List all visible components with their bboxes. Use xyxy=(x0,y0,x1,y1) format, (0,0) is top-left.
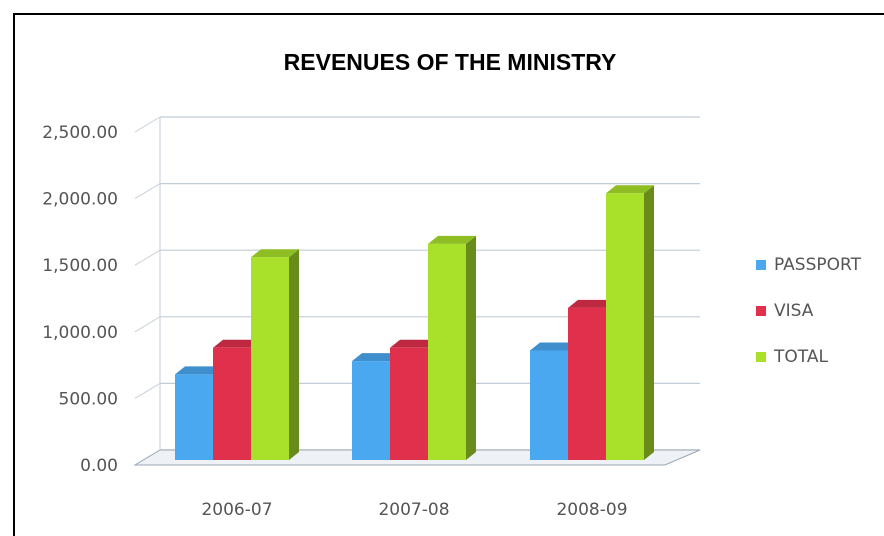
bar xyxy=(428,235,476,460)
chart-bars xyxy=(175,185,654,460)
x-tick-label: 2006-07 xyxy=(201,500,272,520)
x-tick-label: 2007-08 xyxy=(378,500,449,520)
bar xyxy=(251,249,299,460)
y-tick-label: 2,000.00 xyxy=(42,190,118,210)
legend-swatch xyxy=(756,260,766,270)
legend-label: TOTAL xyxy=(773,347,828,367)
legend-label: VISA xyxy=(774,301,814,321)
bar-top xyxy=(213,339,261,348)
y-tick-label: 2,500.00 xyxy=(42,123,118,143)
bar-top xyxy=(606,185,654,194)
grid-line-diagonal xyxy=(134,116,161,133)
y-tick-label: 1,500.00 xyxy=(42,256,118,276)
bar-front xyxy=(213,347,251,460)
chart-title: REVENUES OF THE MINISTRY xyxy=(284,49,617,75)
grid-line-diagonal xyxy=(134,316,161,333)
bar-top xyxy=(530,342,578,351)
legend-label: PASSPORT xyxy=(774,255,862,275)
bar-top xyxy=(568,299,616,308)
x-axis-categories: 2006-07 2007-08 2008-09 xyxy=(201,500,627,520)
bar-top xyxy=(352,353,400,362)
grid-line-diagonal xyxy=(134,183,161,200)
legend-swatch xyxy=(756,306,766,316)
y-tick-label: 0.00 xyxy=(80,456,118,476)
bar-top xyxy=(390,339,438,348)
y-tick-label: 1,000.00 xyxy=(42,323,118,343)
bar-front xyxy=(606,193,644,460)
bar-top xyxy=(175,366,223,375)
bar-front xyxy=(175,374,213,460)
bar-front xyxy=(428,243,466,460)
bar-front xyxy=(352,361,390,460)
x-tick-label: 2008-09 xyxy=(556,500,627,520)
y-axis-ticks: 0.00 500.00 1,000.00 1,500.00 2,000.00 2,500.… xyxy=(42,123,118,476)
grid-line-diagonal xyxy=(134,382,161,399)
bar-front xyxy=(530,350,568,460)
y-tick-label: 500.00 xyxy=(59,389,118,409)
bar-top xyxy=(251,249,299,258)
bar-side xyxy=(289,249,299,460)
bar-front xyxy=(568,307,606,460)
bar-top xyxy=(428,235,476,244)
legend-swatch xyxy=(756,352,766,362)
bar-side xyxy=(466,235,476,460)
bar-front xyxy=(251,257,289,460)
chart-legend: PASSPORT VISA TOTAL xyxy=(756,255,862,367)
bar-side xyxy=(644,185,654,460)
bar xyxy=(606,185,654,460)
grid-line-diagonal xyxy=(134,249,161,266)
bar-front xyxy=(390,347,428,460)
